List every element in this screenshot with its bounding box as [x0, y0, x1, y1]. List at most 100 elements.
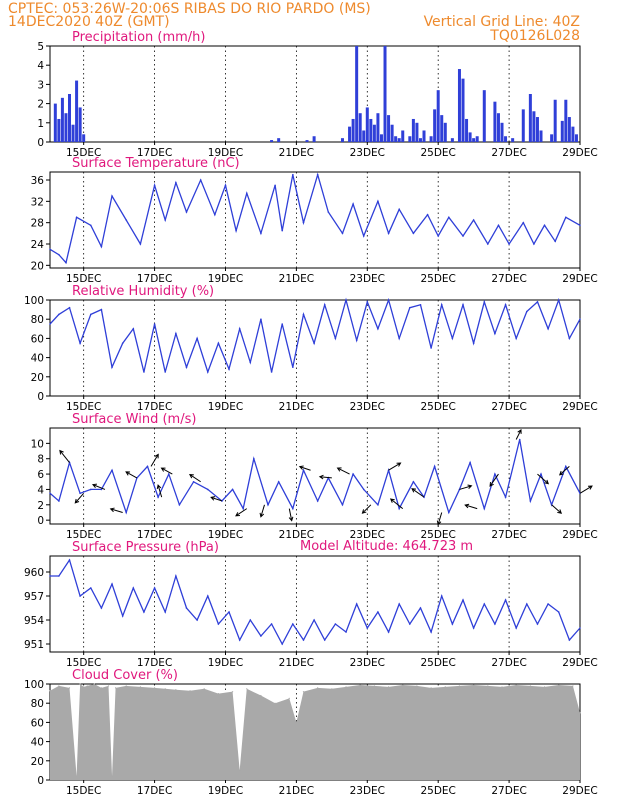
series-point: [75, 216, 78, 219]
series-point: [522, 221, 525, 224]
series-point: [260, 318, 262, 321]
series-point: [185, 366, 188, 369]
series-point: [508, 243, 510, 245]
series-point: [79, 595, 81, 597]
series-point: [462, 304, 464, 306]
y-tick-label: 60: [31, 717, 44, 729]
series-line-temperature: [49, 172, 581, 265]
series-point: [249, 361, 252, 364]
series-point: [277, 480, 280, 483]
series-point: [58, 575, 60, 577]
y-tick-label: 960: [24, 567, 44, 579]
cloud-cover-point: [83, 686, 85, 688]
precip-bar: [401, 130, 405, 142]
x-tick-label: 21DEC: [279, 529, 314, 541]
precip-bar: [504, 136, 508, 142]
series-point: [292, 507, 294, 510]
header-grid-line-note: Vertical Grid Line: 40Z: [424, 14, 580, 30]
precip-bar: [348, 126, 352, 142]
x-tick-label: 17DEC: [137, 401, 172, 413]
series-point: [497, 224, 500, 227]
wind-vector-arrow: [336, 467, 350, 475]
wind-vector-arrow: [298, 465, 311, 471]
precip-bar: [493, 101, 497, 142]
series-point: [565, 216, 567, 219]
series-point: [579, 318, 581, 321]
precip-bar: [64, 113, 68, 142]
wind-vector-arrow: [515, 428, 522, 440]
x-tick-label: 29DEC: [562, 401, 597, 413]
precip-bar: [450, 138, 454, 142]
series-point: [483, 507, 486, 510]
series-point: [49, 248, 51, 251]
series-point: [164, 219, 167, 221]
wind-vector-arrow: [436, 512, 443, 526]
series-point: [448, 216, 450, 219]
model-altitude-label: Model Altitude: 464.723 m: [300, 539, 473, 554]
series-point: [292, 623, 294, 625]
cloud-cover-point: [274, 702, 276, 704]
series-point: [175, 332, 177, 335]
series-point: [426, 213, 429, 216]
x-tick-label: 15DEC: [66, 273, 101, 285]
precip-bar: [369, 118, 373, 142]
series-point: [164, 371, 167, 373]
cloud-cover-point: [189, 690, 191, 692]
panel-title-wind: Surface Wind (m/s): [72, 412, 196, 427]
panel-cloud: Cloud Cover (%) 15DEC 17DEC 19DEC 21DEC 23DEC…: [24, 668, 598, 797]
series-point: [526, 310, 528, 313]
wind-vector-arrow: [59, 449, 70, 463]
series-point: [292, 173, 294, 176]
wind-vector-arrow: [464, 503, 478, 510]
panel-temperature: Surface Temperature (nC) 15DEC 17DEC 19DEC 2…: [31, 156, 598, 285]
x-tick-label: 25DEC: [420, 657, 455, 669]
y-tick-label: 20: [31, 372, 44, 384]
series-point: [437, 235, 439, 237]
y-tick-label: 5: [37, 41, 44, 53]
series-point: [398, 603, 400, 605]
series-point: [292, 366, 294, 369]
series-point: [68, 306, 71, 309]
x-tick-label: 29DEC: [562, 529, 597, 541]
series-point: [494, 332, 496, 335]
y-tick-label: 954: [24, 615, 44, 627]
series-point: [362, 488, 365, 491]
series-point: [111, 195, 113, 197]
y-tick-label: 40: [31, 737, 44, 749]
wind-vector-arrow: [579, 485, 593, 494]
series-point: [270, 371, 273, 373]
x-tick-label: 23DEC: [350, 529, 385, 541]
precip-bar: [394, 136, 398, 142]
cloud-cover-point: [75, 775, 78, 777]
series-point: [281, 229, 284, 232]
cloud-cover-point: [100, 687, 103, 689]
cloud-cover-point: [572, 685, 574, 687]
cloud-cover-point: [164, 688, 166, 690]
cloud-cover-point: [93, 683, 95, 685]
series-point: [238, 328, 241, 330]
cloud-cover-point: [501, 686, 503, 688]
series-point: [58, 253, 60, 256]
series-point: [316, 500, 319, 502]
precip-bar: [550, 134, 554, 142]
series-point: [355, 603, 358, 605]
precip-bar: [418, 138, 422, 142]
precip-bar: [511, 138, 515, 142]
series-point: [153, 323, 156, 325]
precip-bar: [312, 136, 316, 142]
y-tick-label: 20: [31, 756, 44, 768]
series-point: [58, 500, 60, 502]
y-tick-label: 2: [37, 99, 44, 111]
x-tick-label: 25DEC: [420, 785, 455, 797]
y-tick-label: 40: [31, 353, 44, 365]
panel-title-humidity: Relative Humidity (%): [72, 284, 214, 299]
series-point: [547, 328, 549, 330]
series-point: [355, 339, 358, 342]
precip-bar: [82, 134, 86, 142]
series-point: [206, 595, 209, 597]
x-tick-label: 19DEC: [208, 529, 243, 541]
y-tick-label: 4: [37, 484, 44, 496]
y-tick-label: 24: [31, 239, 45, 251]
series-point: [377, 611, 379, 613]
precip-bar: [383, 46, 387, 142]
